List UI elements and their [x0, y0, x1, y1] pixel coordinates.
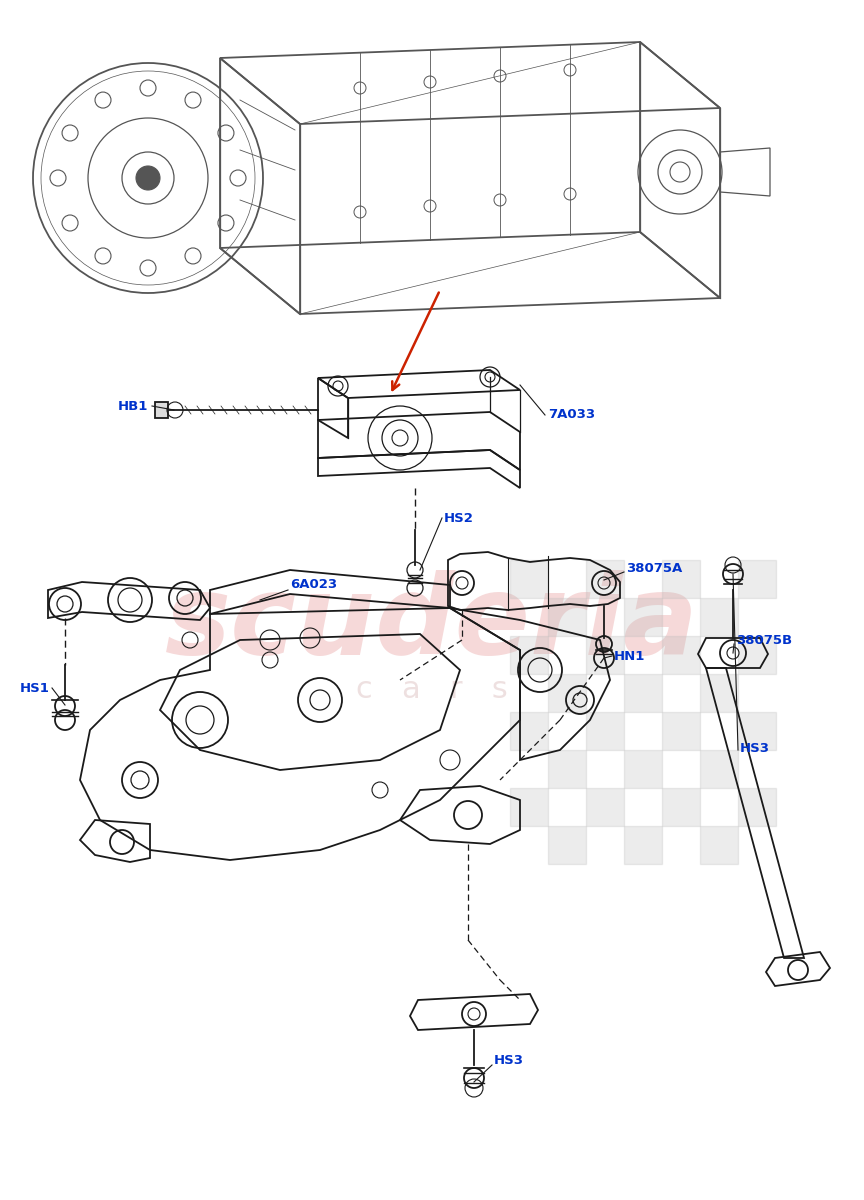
Text: HS1: HS1	[20, 682, 50, 695]
Text: c   a   r   s: c a r s	[356, 676, 508, 704]
Bar	[510, 560, 548, 598]
Bar	[586, 788, 624, 826]
Bar	[586, 560, 624, 598]
Circle shape	[136, 166, 160, 190]
Bar	[624, 674, 662, 712]
Text: 7A033: 7A033	[548, 408, 595, 421]
Bar	[548, 674, 586, 712]
Text: 38075A: 38075A	[626, 562, 683, 575]
Bar	[662, 636, 700, 674]
Text: 38075B: 38075B	[736, 634, 792, 647]
Bar	[700, 598, 738, 636]
Text: HS3: HS3	[740, 742, 770, 755]
Bar	[548, 826, 586, 864]
Polygon shape	[155, 402, 168, 418]
Text: HS2: HS2	[444, 511, 473, 524]
Bar	[700, 750, 738, 788]
Bar	[624, 826, 662, 864]
Text: HS3: HS3	[494, 1054, 524, 1067]
Bar	[700, 674, 738, 712]
Bar	[738, 712, 776, 750]
Bar	[510, 788, 548, 826]
Bar	[662, 560, 700, 598]
Bar	[738, 788, 776, 826]
Bar	[738, 636, 776, 674]
Text: scuderia: scuderia	[165, 570, 699, 678]
Bar	[624, 598, 662, 636]
Text: 6A023: 6A023	[290, 578, 337, 592]
Bar	[548, 750, 586, 788]
Bar	[510, 636, 548, 674]
Bar	[662, 788, 700, 826]
Bar	[586, 636, 624, 674]
Bar	[586, 712, 624, 750]
Bar	[510, 712, 548, 750]
Bar	[662, 712, 700, 750]
Bar	[548, 598, 586, 636]
Bar	[700, 826, 738, 864]
Bar	[738, 560, 776, 598]
Text: HB1: HB1	[118, 400, 148, 413]
Bar	[624, 750, 662, 788]
Text: HN1: HN1	[614, 649, 645, 662]
